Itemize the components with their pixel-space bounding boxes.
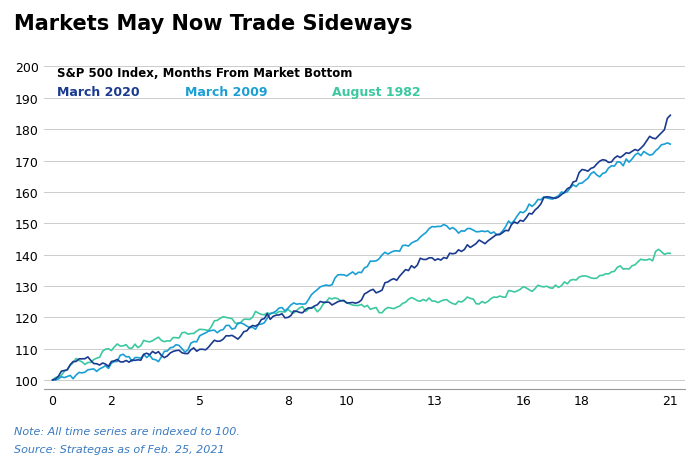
March 2020 <box>231 335 239 340</box>
August 1982 <box>66 363 74 369</box>
Text: S&P 500 Index, Months From Market Bottom: S&P 500 Index, Months From Market Bottom <box>57 67 352 80</box>
Line: August 1982: August 1982 <box>52 250 671 380</box>
Text: Source: Strategas as of Feb. 25, 2021: Source: Strategas as of Feb. 25, 2021 <box>14 444 225 454</box>
August 1982 <box>286 309 295 315</box>
Line: March 2020: March 2020 <box>52 116 671 380</box>
March 2020 <box>475 238 483 243</box>
March 2009 <box>663 141 671 146</box>
March 2020 <box>48 377 57 383</box>
August 1982 <box>319 302 328 307</box>
March 2009 <box>51 377 60 383</box>
August 1982 <box>475 302 483 307</box>
Text: March 2009: March 2009 <box>185 86 267 99</box>
August 1982 <box>666 251 675 257</box>
March 2009 <box>48 377 57 383</box>
Text: Markets May Now Trade Sideways: Markets May Now Trade Sideways <box>14 14 412 34</box>
March 2009 <box>610 164 619 169</box>
March 2020 <box>286 313 295 319</box>
Text: Note: All time series are indexed to 100.: Note: All time series are indexed to 100… <box>14 426 240 436</box>
March 2020 <box>66 362 74 368</box>
Text: March 2020: March 2020 <box>57 86 139 99</box>
August 1982 <box>608 269 616 275</box>
March 2009 <box>322 283 330 288</box>
August 1982 <box>231 320 239 326</box>
March 2009 <box>666 142 675 147</box>
August 1982 <box>654 247 663 252</box>
March 2009 <box>478 229 486 234</box>
March 2009 <box>69 376 78 381</box>
March 2020 <box>666 113 675 119</box>
August 1982 <box>48 377 57 383</box>
March 2020 <box>608 160 616 165</box>
Text: August 1982: August 1982 <box>332 86 421 99</box>
Line: March 2009: March 2009 <box>52 144 671 380</box>
March 2020 <box>319 300 328 305</box>
March 2009 <box>234 320 242 326</box>
March 2009 <box>290 301 298 306</box>
